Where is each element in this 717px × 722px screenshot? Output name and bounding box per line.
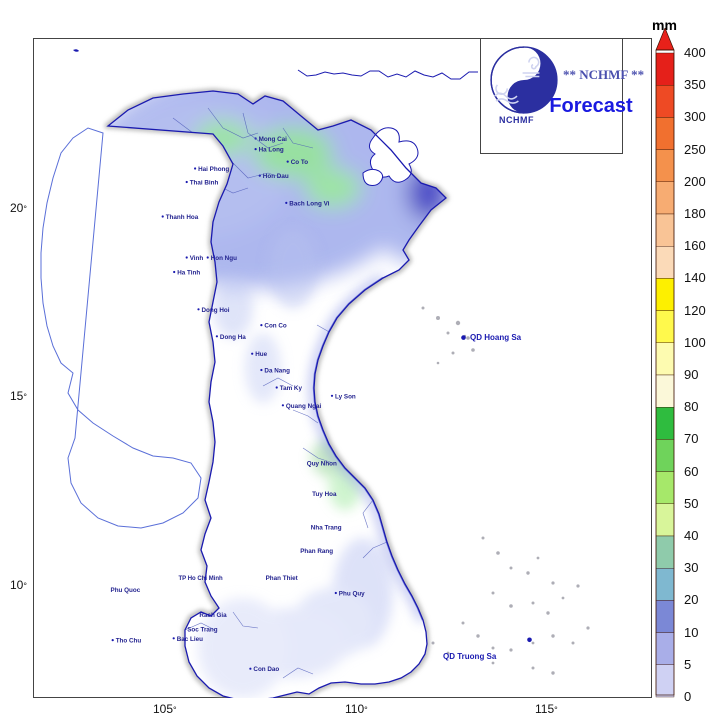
svg-text:Dong Hoi: Dong Hoi xyxy=(202,307,230,314)
svg-text:Con Co: Con Co xyxy=(264,323,287,330)
svg-text:QD Hoang Sa: QD Hoang Sa xyxy=(470,333,522,342)
svg-text:Ha Long: Ha Long xyxy=(259,147,284,154)
svg-text:Thanh Hoa: Thanh Hoa xyxy=(166,214,199,221)
svg-text:Dong Ha: Dong Ha xyxy=(220,334,246,341)
svg-text:Nha Trang: Nha Trang xyxy=(311,524,342,531)
svg-text:Bac Lieu: Bac Lieu xyxy=(177,636,203,643)
svg-text:Hai Phong: Hai Phong xyxy=(198,166,229,173)
svg-text:Tuy Hoa: Tuy Hoa xyxy=(312,491,337,498)
svg-text:Tho Chu: Tho Chu xyxy=(116,638,142,645)
svg-text:Quy Nhon: Quy Nhon xyxy=(307,461,337,468)
svg-text:Phan Thiet: Phan Thiet xyxy=(266,575,299,582)
svg-text:Ly Son: Ly Son xyxy=(335,393,356,400)
svg-text:Tam Ky: Tam Ky xyxy=(280,385,303,392)
svg-text:Hon Dau: Hon Dau xyxy=(263,173,289,180)
svg-text:QD Truong Sa: QD Truong Sa xyxy=(443,652,497,661)
svg-text:Co To: Co To xyxy=(291,159,309,166)
svg-text:Phan Rang: Phan Rang xyxy=(300,548,333,555)
svg-text:Mong Cai: Mong Cai xyxy=(259,136,288,143)
svg-text:TP Ho Chi Minh: TP Ho Chi Minh xyxy=(179,576,224,582)
svg-text:Soc Trang: Soc Trang xyxy=(187,626,218,633)
svg-text:Bach Long Vi: Bach Long Vi xyxy=(289,200,329,207)
svg-text:Da Nang: Da Nang xyxy=(264,368,290,375)
svg-text:Thai Binh: Thai Binh xyxy=(190,180,219,187)
svg-text:Con Dao: Con Dao xyxy=(253,666,279,673)
svg-text:Phu Quoc: Phu Quoc xyxy=(111,587,141,594)
svg-text:Hue: Hue xyxy=(255,351,267,358)
svg-text:Vinh: Vinh xyxy=(190,255,204,262)
svg-text:Ha Tinh: Ha Tinh xyxy=(177,270,200,277)
svg-text:Phu Quy: Phu Quy xyxy=(339,591,365,598)
